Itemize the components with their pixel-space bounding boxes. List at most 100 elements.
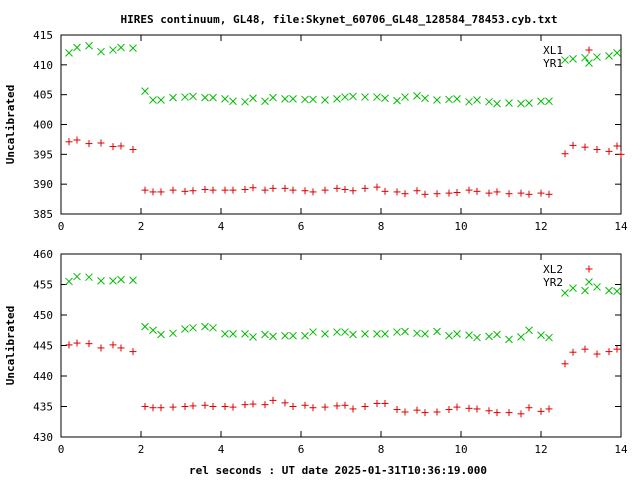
data-point [321, 186, 329, 194]
data-point [485, 189, 493, 197]
data-point [97, 139, 105, 147]
data-point [189, 92, 197, 101]
data-point [393, 96, 401, 105]
x-tick-label: 4 [218, 443, 225, 456]
chart-title: HIRES continuum, GL48, file:Skynet_60706… [120, 13, 557, 26]
series-xl1 [65, 136, 625, 198]
data-point [545, 190, 553, 198]
data-point [85, 41, 93, 50]
panel-top: 385 390 395 400 405 410 415 0 2 4 6 8 10 12 14 Uncalibr… [4, 29, 628, 233]
data-point [561, 289, 569, 297]
data-point [301, 401, 309, 409]
data-point [157, 96, 165, 104]
data-point [229, 403, 237, 411]
data-point [221, 330, 229, 338]
data-point [249, 94, 257, 103]
data-point [373, 399, 381, 407]
data-point [421, 94, 429, 103]
series-yr1 [65, 41, 621, 108]
data-point [281, 184, 289, 192]
data-point [473, 96, 481, 104]
data-point [97, 344, 105, 352]
data-point [593, 283, 601, 291]
data-point [545, 97, 553, 106]
data-point [493, 99, 501, 108]
y-tick-label: 410 [33, 59, 53, 72]
data-point [97, 276, 105, 285]
data-point [129, 146, 137, 154]
x-tick-label: 12 [534, 443, 547, 456]
data-point [289, 186, 297, 194]
data-point [349, 330, 357, 339]
data-point [129, 44, 137, 52]
data-point [537, 189, 545, 197]
x-tick-label: 6 [298, 220, 305, 233]
legend-marker [585, 59, 593, 67]
data-point [85, 140, 93, 148]
data-point [117, 142, 125, 150]
y-tick-label: 445 [33, 340, 53, 353]
data-point [209, 403, 217, 410]
data-point [445, 189, 453, 197]
data-point [73, 339, 81, 347]
data-point [149, 188, 157, 196]
data-point [301, 187, 309, 195]
data-point [221, 186, 229, 194]
data-point [453, 189, 461, 197]
data-point [209, 186, 217, 194]
data-point [545, 405, 553, 413]
data-point [401, 408, 409, 416]
data-point [333, 402, 341, 410]
data-point [321, 96, 329, 104]
data-point [349, 92, 357, 101]
data-point [181, 93, 189, 101]
data-point [333, 94, 341, 103]
data-point [537, 97, 545, 106]
data-point [505, 335, 513, 344]
x-tick-label: 0 [58, 220, 65, 233]
data-point [201, 186, 209, 194]
data-point [433, 327, 441, 336]
data-point [85, 340, 93, 348]
data-point [581, 345, 589, 353]
legend-label: XL2 [543, 263, 563, 276]
data-point [401, 190, 409, 198]
data-point [493, 188, 501, 196]
data-point [525, 190, 533, 198]
data-point [269, 184, 277, 192]
data-point [261, 401, 269, 409]
data-point [281, 94, 289, 103]
x-tick-label: 10 [454, 220, 467, 233]
x-axis-label: rel seconds : UT date 2025-01-31T10:36:1… [189, 464, 487, 477]
y-axis-label: Uncalibrated [4, 85, 17, 164]
data-point [241, 186, 249, 194]
data-point [117, 275, 125, 284]
legend-marker [585, 278, 593, 286]
data-point [129, 348, 137, 356]
y-tick-label: 440 [33, 370, 53, 383]
data-point [85, 273, 93, 282]
data-point [613, 287, 621, 296]
data-point [269, 332, 277, 341]
data-point [537, 407, 545, 415]
data-point [281, 399, 289, 407]
data-point [269, 396, 277, 404]
data-point [373, 93, 381, 101]
data-point [209, 93, 217, 102]
y-tick-label: 405 [33, 89, 53, 102]
data-point [65, 49, 73, 57]
data-point [289, 403, 297, 410]
x-tick-label: 2 [138, 220, 145, 233]
data-point [517, 99, 525, 108]
data-point [149, 326, 157, 335]
x-tick-label: 10 [454, 443, 467, 456]
data-point [361, 403, 369, 410]
x-tick-label: 14 [614, 220, 628, 233]
data-point [341, 93, 349, 101]
data-point [149, 404, 157, 412]
data-point [73, 43, 81, 52]
data-point [381, 94, 389, 103]
data-point [65, 341, 73, 349]
data-point [433, 190, 441, 198]
data-point [465, 186, 473, 194]
